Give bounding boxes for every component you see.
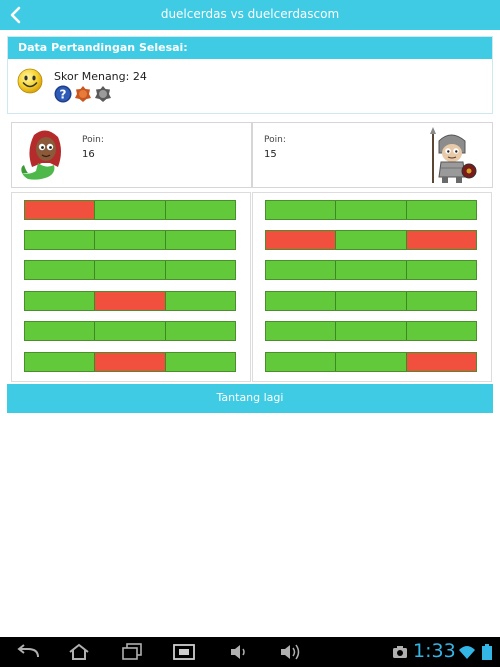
round-segment-correct <box>25 261 96 279</box>
round-segment-wrong <box>95 292 166 310</box>
round-segment-correct <box>266 322 337 340</box>
round-segment-correct <box>165 231 235 249</box>
round-row-left-4 <box>24 291 236 311</box>
round-segment-correct <box>165 353 235 371</box>
knight-avatar <box>430 127 477 183</box>
round-segment-correct <box>266 261 337 279</box>
page-title: duelcerdas vs duelcerdascom <box>160 7 340 21</box>
round-segment-correct <box>406 201 476 219</box>
round-segment-correct <box>25 353 96 371</box>
round-segment-correct <box>165 201 235 219</box>
round-segment-correct <box>25 322 96 340</box>
round-segment-correct <box>266 292 337 310</box>
recent-apps-icon[interactable] <box>120 642 144 662</box>
result-panel: Data Pertandingan Selesai: Skor Menang: … <box>7 36 493 114</box>
round-row-right-1 <box>265 200 477 220</box>
round-segment-correct <box>165 322 235 340</box>
round-row-left-2 <box>24 230 236 250</box>
round-segment-wrong <box>25 201 96 219</box>
bronze-badge-icon <box>75 86 91 102</box>
round-segment-correct <box>336 322 407 340</box>
round-segment-correct <box>406 292 476 310</box>
round-segment-correct <box>406 322 476 340</box>
volume-down-icon[interactable] <box>228 642 248 662</box>
round-segment-correct <box>95 201 166 219</box>
back-icon[interactable] <box>14 642 42 662</box>
question-badge-icon: ? <box>54 85 72 103</box>
round-segment-correct <box>336 353 407 371</box>
poin-label-right: Poin: <box>264 135 286 145</box>
round-segment-wrong <box>266 231 337 249</box>
round-segment-correct <box>165 292 235 310</box>
wifi-icon <box>459 646 475 659</box>
challenge-again-button[interactable]: Tantang lagi <box>7 384 493 413</box>
chevron-left-icon[interactable] <box>6 5 26 25</box>
round-row-left-3 <box>24 260 236 280</box>
home-icon[interactable] <box>66 642 92 662</box>
round-segment-correct <box>266 353 337 371</box>
round-segment-correct <box>336 231 407 249</box>
smiley-icon <box>17 68 43 94</box>
top-bar: duelcerdas vs duelcerdascom <box>0 0 500 30</box>
poin-value-left: 16 <box>82 149 95 160</box>
poin-value-right: 15 <box>264 149 277 160</box>
svg-text:?: ? <box>60 88 67 102</box>
round-segment-wrong <box>406 353 476 371</box>
player-card-right: Poin: 15 <box>252 122 493 188</box>
camera-icon <box>393 646 407 658</box>
round-segment-correct <box>95 231 166 249</box>
battery-icon <box>482 644 492 660</box>
round-segment-correct <box>165 261 235 279</box>
player-card-left: Poin: 16 <box>11 122 252 188</box>
round-segment-correct <box>336 292 407 310</box>
screenshot-icon[interactable] <box>172 642 196 662</box>
round-segment-correct <box>95 322 166 340</box>
round-row-left-6 <box>24 352 236 372</box>
round-segment-wrong <box>406 231 476 249</box>
silver-badge-icon <box>95 86 111 102</box>
volume-up-icon[interactable] <box>278 642 302 662</box>
poin-label-left: Poin: <box>82 135 104 145</box>
round-row-right-3 <box>265 260 477 280</box>
round-row-right-2 <box>265 230 477 250</box>
round-segment-correct <box>336 261 407 279</box>
result-heading: Data Pertandingan Selesai: <box>8 37 492 59</box>
round-row-right-4 <box>265 291 477 311</box>
round-row-left-5 <box>24 321 236 341</box>
rounds-right-panel <box>252 192 492 382</box>
round-segment-correct <box>336 201 407 219</box>
round-row-right-6 <box>265 352 477 372</box>
clock: 1:33 <box>413 640 456 662</box>
round-segment-correct <box>25 231 96 249</box>
round-row-right-5 <box>265 321 477 341</box>
round-segment-correct <box>25 292 96 310</box>
round-segment-correct <box>266 201 337 219</box>
score-label: Skor Menang: 24 <box>54 70 147 83</box>
rounds-left-panel <box>11 192 251 382</box>
system-nav-bar: 1:33 <box>0 637 500 667</box>
round-segment-wrong <box>95 353 166 371</box>
mermaid-avatar <box>21 130 61 180</box>
round-segment-correct <box>95 261 166 279</box>
round-segment-correct <box>406 261 476 279</box>
round-row-left-1 <box>24 200 236 220</box>
